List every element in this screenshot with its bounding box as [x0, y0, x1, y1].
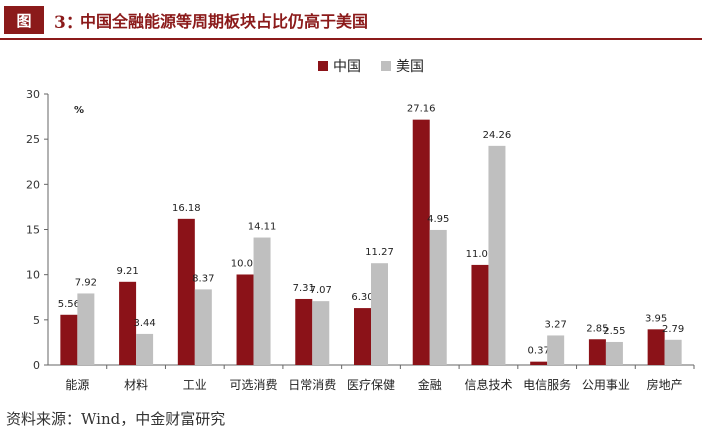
x-category-label: 可选消费 [230, 378, 278, 392]
y-tick-label: 15 [26, 224, 40, 237]
data-label-china: 7.31 [293, 283, 315, 294]
data-label-usa: 24.26 [483, 130, 512, 141]
data-label-usa: 4.95 [427, 214, 449, 225]
data-label-usa: 14.11 [248, 222, 277, 233]
legend-item-usa: 美国 [381, 56, 424, 76]
title-rule [0, 38, 702, 40]
figure-number: 3： [54, 13, 83, 33]
bar-usa [664, 339, 682, 365]
data-label-usa: 7.92 [75, 277, 97, 288]
bar-usa [77, 293, 95, 365]
y-tick-label: 5 [33, 314, 40, 327]
x-category-label: 医疗保健 [347, 378, 395, 392]
data-label-china: 11.08 [466, 249, 495, 260]
data-label-usa: 8.37 [192, 273, 214, 284]
y-tick-label: 10 [26, 269, 40, 282]
bar-china [412, 119, 430, 365]
legend-label-china: 中国 [333, 59, 361, 75]
data-label-usa: 7.07 [310, 285, 332, 296]
bar-usa [312, 301, 330, 365]
bar-china [119, 281, 137, 365]
bar-china [295, 298, 313, 365]
bar-china [588, 339, 606, 365]
y-tick-label: 25 [26, 133, 40, 146]
bar-usa [429, 229, 447, 365]
bar-china [236, 274, 254, 365]
bar-china [177, 218, 195, 365]
legend-swatch-china [318, 61, 328, 71]
x-category-label: 材料 [124, 378, 148, 392]
figure-title-bar: 图 3： 中国全融能源等周期板块占比仍高于美国 [0, 0, 702, 40]
bar-usa [136, 333, 154, 365]
legend-label-usa: 美国 [396, 59, 424, 75]
bar-china [354, 308, 371, 365]
y-tick-label: 30 [26, 88, 40, 101]
bar-china [647, 329, 665, 365]
chart-legend: 中国 美国 [318, 56, 438, 76]
data-label-usa: 11.27 [365, 247, 394, 258]
data-label-usa: 2.55 [603, 326, 625, 337]
x-category-label: 公用事业 [582, 378, 630, 392]
bar-usa [605, 341, 623, 365]
x-category-label: 能源 [65, 378, 89, 392]
bar-usa [194, 289, 212, 365]
bar-usa [547, 335, 565, 365]
x-category-label: 金融 [418, 377, 442, 392]
y-unit-label: % [74, 105, 84, 116]
figure-badge: 图 [4, 6, 44, 34]
data-label-usa: 2.79 [662, 324, 684, 335]
data-label-china: 16.18 [172, 203, 201, 214]
figure-title: 中国全融能源等周期板块占比仍高于美国 [80, 12, 369, 31]
legend-swatch-usa [381, 61, 391, 71]
x-category-label: 信息技术 [464, 377, 512, 392]
data-label-china: 27.16 [407, 104, 436, 115]
data-label-china: 9.21 [116, 266, 138, 277]
source-note: 资料来源：Wind，中金财富研究 [6, 410, 226, 428]
data-label-china: 0.37 [528, 346, 550, 357]
x-category-label: 房地产 [647, 377, 683, 392]
bar-china [60, 314, 78, 365]
x-category-label: 电信服务 [523, 377, 571, 392]
bar-usa [253, 237, 271, 365]
data-label-usa: 3.27 [545, 319, 567, 330]
x-category-label: 日常消费 [288, 378, 336, 392]
y-tick-label: 20 [26, 178, 40, 191]
data-label-china: 3.95 [645, 313, 667, 324]
legend-item-china: 中国 [318, 56, 361, 76]
data-label-china: 5.56 [58, 299, 80, 310]
data-label-china: 6.30 [351, 292, 373, 303]
data-label-usa: 3.44 [133, 318, 155, 329]
bar-china [530, 361, 548, 365]
x-category-label: 工业 [183, 378, 207, 392]
y-tick-label: 0 [33, 359, 40, 372]
data-label-china: 2.85 [586, 323, 608, 334]
bar-usa [488, 145, 506, 365]
data-label-china: 10.02 [231, 258, 260, 269]
bar-usa [371, 263, 388, 365]
bar-china [471, 264, 489, 365]
